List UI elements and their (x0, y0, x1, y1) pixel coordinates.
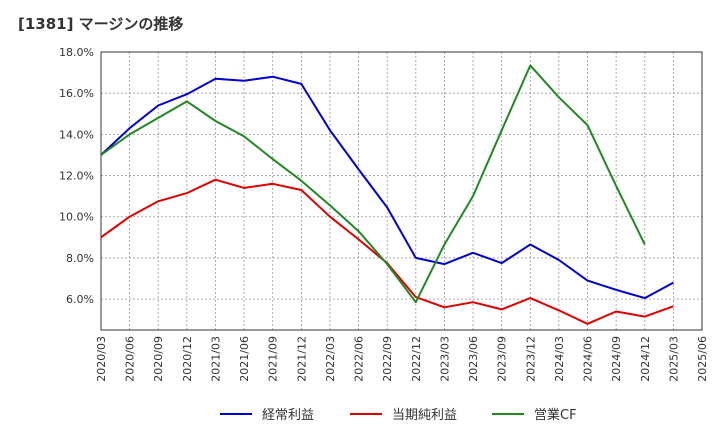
y-tick-label: 18.0% (59, 46, 94, 59)
x-tick-label: 2022/03 (324, 336, 337, 382)
x-tick-label: 2024/06 (582, 336, 595, 382)
y-tick-label: 16.0% (59, 87, 94, 100)
x-tick-label: 2024/09 (610, 336, 623, 382)
x-tick-label: 2021/09 (267, 336, 280, 382)
x-tick-label: 2025/06 (696, 336, 709, 382)
x-tick-label: 2023/03 (438, 336, 451, 382)
x-tick-label: 2022/12 (410, 336, 423, 382)
x-tick-label: 2021/06 (238, 336, 251, 382)
x-tick-label: 2023/12 (524, 336, 537, 382)
legend-label-2: 当期純利益 (392, 408, 457, 423)
y-tick-label: 10.0% (59, 211, 94, 224)
y-tick-label: 6.0% (66, 293, 94, 306)
chart-title: [1381] マージンの推移 (18, 15, 184, 33)
x-tick-label: 2021/03 (209, 336, 222, 382)
x-tick-label: 2023/09 (496, 336, 509, 382)
x-tick-label: 2020/03 (95, 336, 108, 382)
plot-border (100, 51, 703, 331)
x-tick-label: 2024/03 (553, 336, 566, 382)
y-tick-label: 12.0% (59, 170, 94, 183)
legend-label-1: 経常利益 (262, 408, 314, 423)
x-tick-label: 2024/12 (639, 336, 652, 382)
y-tick-label: 14.0% (59, 128, 94, 141)
legend-label-3: 営業CF (534, 407, 577, 423)
x-tick-label: 2020/09 (152, 336, 165, 382)
series-line-1 (100, 75, 674, 300)
x-tick-label: 2023/06 (467, 336, 480, 382)
x-tick-label: 2022/06 (353, 336, 366, 382)
x-tick-label: 2020/12 (181, 336, 194, 382)
x-tick-label: 2021/12 (295, 336, 308, 382)
series-line-3 (100, 64, 646, 304)
x-tick-label: 2025/03 (667, 336, 680, 382)
x-tick-label: 2022/09 (381, 336, 394, 382)
y-tick-label: 8.0% (66, 252, 94, 265)
x-tick-label: 2020/06 (124, 336, 137, 382)
